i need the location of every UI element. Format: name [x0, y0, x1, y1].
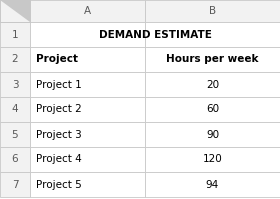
Bar — [30, 22, 145, 47]
Text: 5: 5 — [12, 130, 18, 139]
Text: Project: Project — [36, 55, 78, 64]
Text: Hours per week: Hours per week — [166, 55, 259, 64]
Text: 2: 2 — [12, 55, 18, 64]
Bar — [0, 172, 30, 197]
Bar — [30, 147, 145, 172]
Bar — [0, 0, 30, 22]
Text: DEMAND ESTIMATE: DEMAND ESTIMATE — [99, 29, 211, 39]
Text: 3: 3 — [12, 79, 18, 90]
Bar — [0, 0, 30, 22]
Text: A: A — [84, 6, 91, 16]
Bar — [0, 22, 30, 47]
Text: 6: 6 — [12, 154, 18, 165]
Bar — [145, 122, 280, 147]
Bar — [145, 0, 280, 22]
Text: Project 5: Project 5 — [36, 179, 82, 189]
Bar — [30, 0, 145, 22]
Bar — [30, 122, 145, 147]
Bar — [30, 172, 145, 197]
Text: 94: 94 — [206, 179, 219, 189]
Text: 20: 20 — [206, 79, 219, 90]
Text: Project 3: Project 3 — [36, 130, 82, 139]
Bar — [30, 97, 145, 122]
Text: 120: 120 — [203, 154, 222, 165]
Bar — [0, 147, 30, 172]
Text: Project 4: Project 4 — [36, 154, 82, 165]
Bar — [30, 47, 145, 72]
Text: 90: 90 — [206, 130, 219, 139]
Text: 60: 60 — [206, 104, 219, 114]
Bar — [0, 97, 30, 122]
Bar — [30, 72, 145, 97]
Bar — [145, 22, 280, 47]
Bar — [0, 72, 30, 97]
Bar — [0, 47, 30, 72]
Text: 4: 4 — [12, 104, 18, 114]
Bar — [145, 47, 280, 72]
Bar — [145, 97, 280, 122]
Bar — [0, 122, 30, 147]
Text: 1: 1 — [12, 29, 18, 39]
Text: Project 2: Project 2 — [36, 104, 82, 114]
Text: 7: 7 — [12, 179, 18, 189]
Polygon shape — [0, 0, 30, 22]
Bar — [145, 172, 280, 197]
Text: Project 1: Project 1 — [36, 79, 82, 90]
Bar — [145, 72, 280, 97]
Bar — [145, 147, 280, 172]
Text: B: B — [209, 6, 216, 16]
